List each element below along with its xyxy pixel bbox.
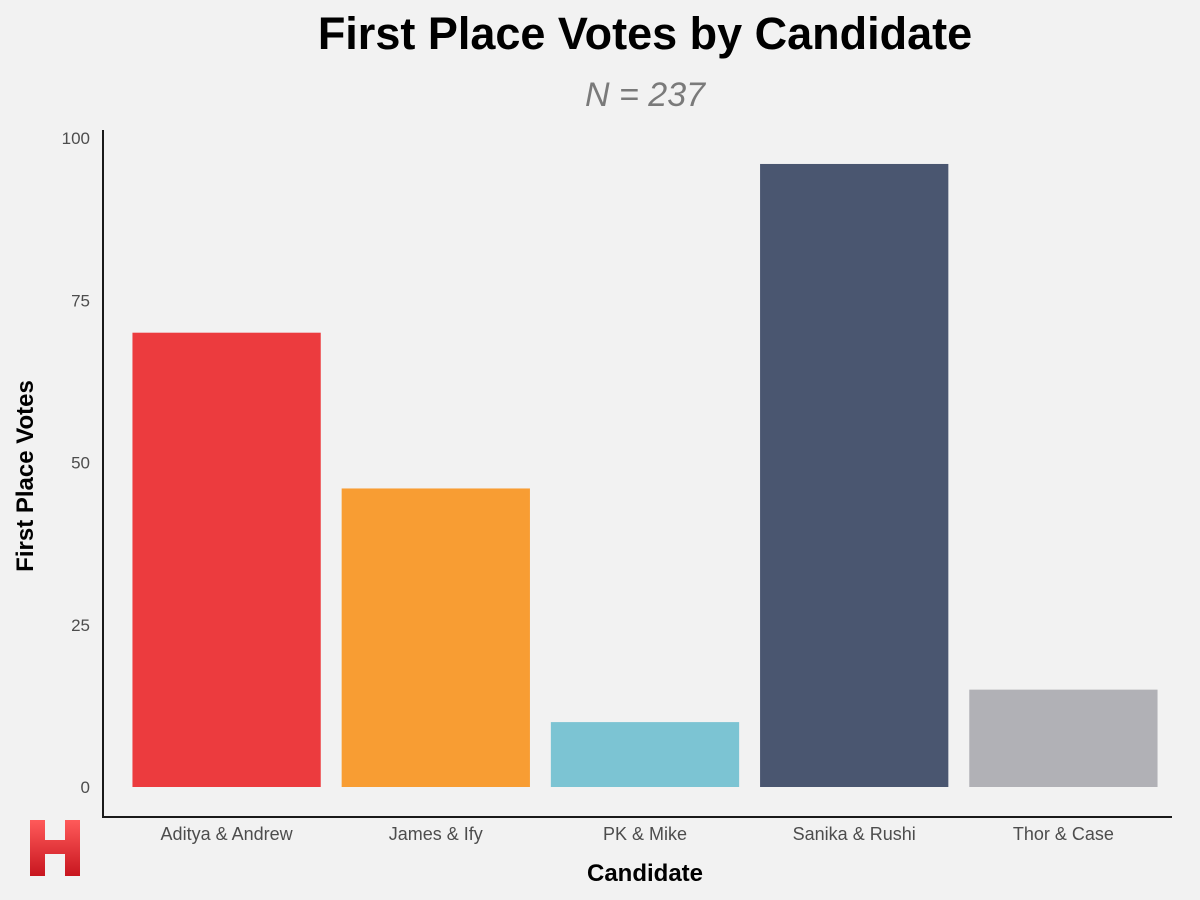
x-axis-ticks: Aditya & Andrew James & Ify PK & Mike Sanik… <box>161 824 1114 844</box>
x-tick-label: PK & Mike <box>603 824 687 844</box>
bars <box>132 163 1158 787</box>
bar-pk-mike <box>550 722 740 787</box>
bar-thor-case <box>969 689 1158 787</box>
x-tick-label: Thor & Case <box>1013 824 1114 844</box>
x-tick-label: James & Ify <box>389 824 483 844</box>
y-tick-label: 50 <box>71 454 90 473</box>
x-axis-label: Candidate <box>586 860 703 887</box>
bar-james-ify <box>341 488 530 787</box>
bar-aditya-andrew <box>132 332 321 787</box>
y-tick-label: 75 <box>71 291 90 310</box>
y-tick-label: 0 <box>81 778 90 797</box>
y-tick-label: 25 <box>71 616 90 635</box>
y-axis-ticks: 0 25 50 75 100 <box>62 129 90 797</box>
x-tick-label: Sanika & Rushi <box>793 824 916 844</box>
x-tick-label: Aditya & Andrew <box>161 824 294 844</box>
chart-title: First Place Votes by Candidate <box>317 8 973 59</box>
y-tick-label: 100 <box>62 129 90 148</box>
h-logo-icon <box>30 820 80 876</box>
chart-subtitle: N = 237 <box>584 76 706 114</box>
bar-sanika-rushi <box>760 163 949 787</box>
